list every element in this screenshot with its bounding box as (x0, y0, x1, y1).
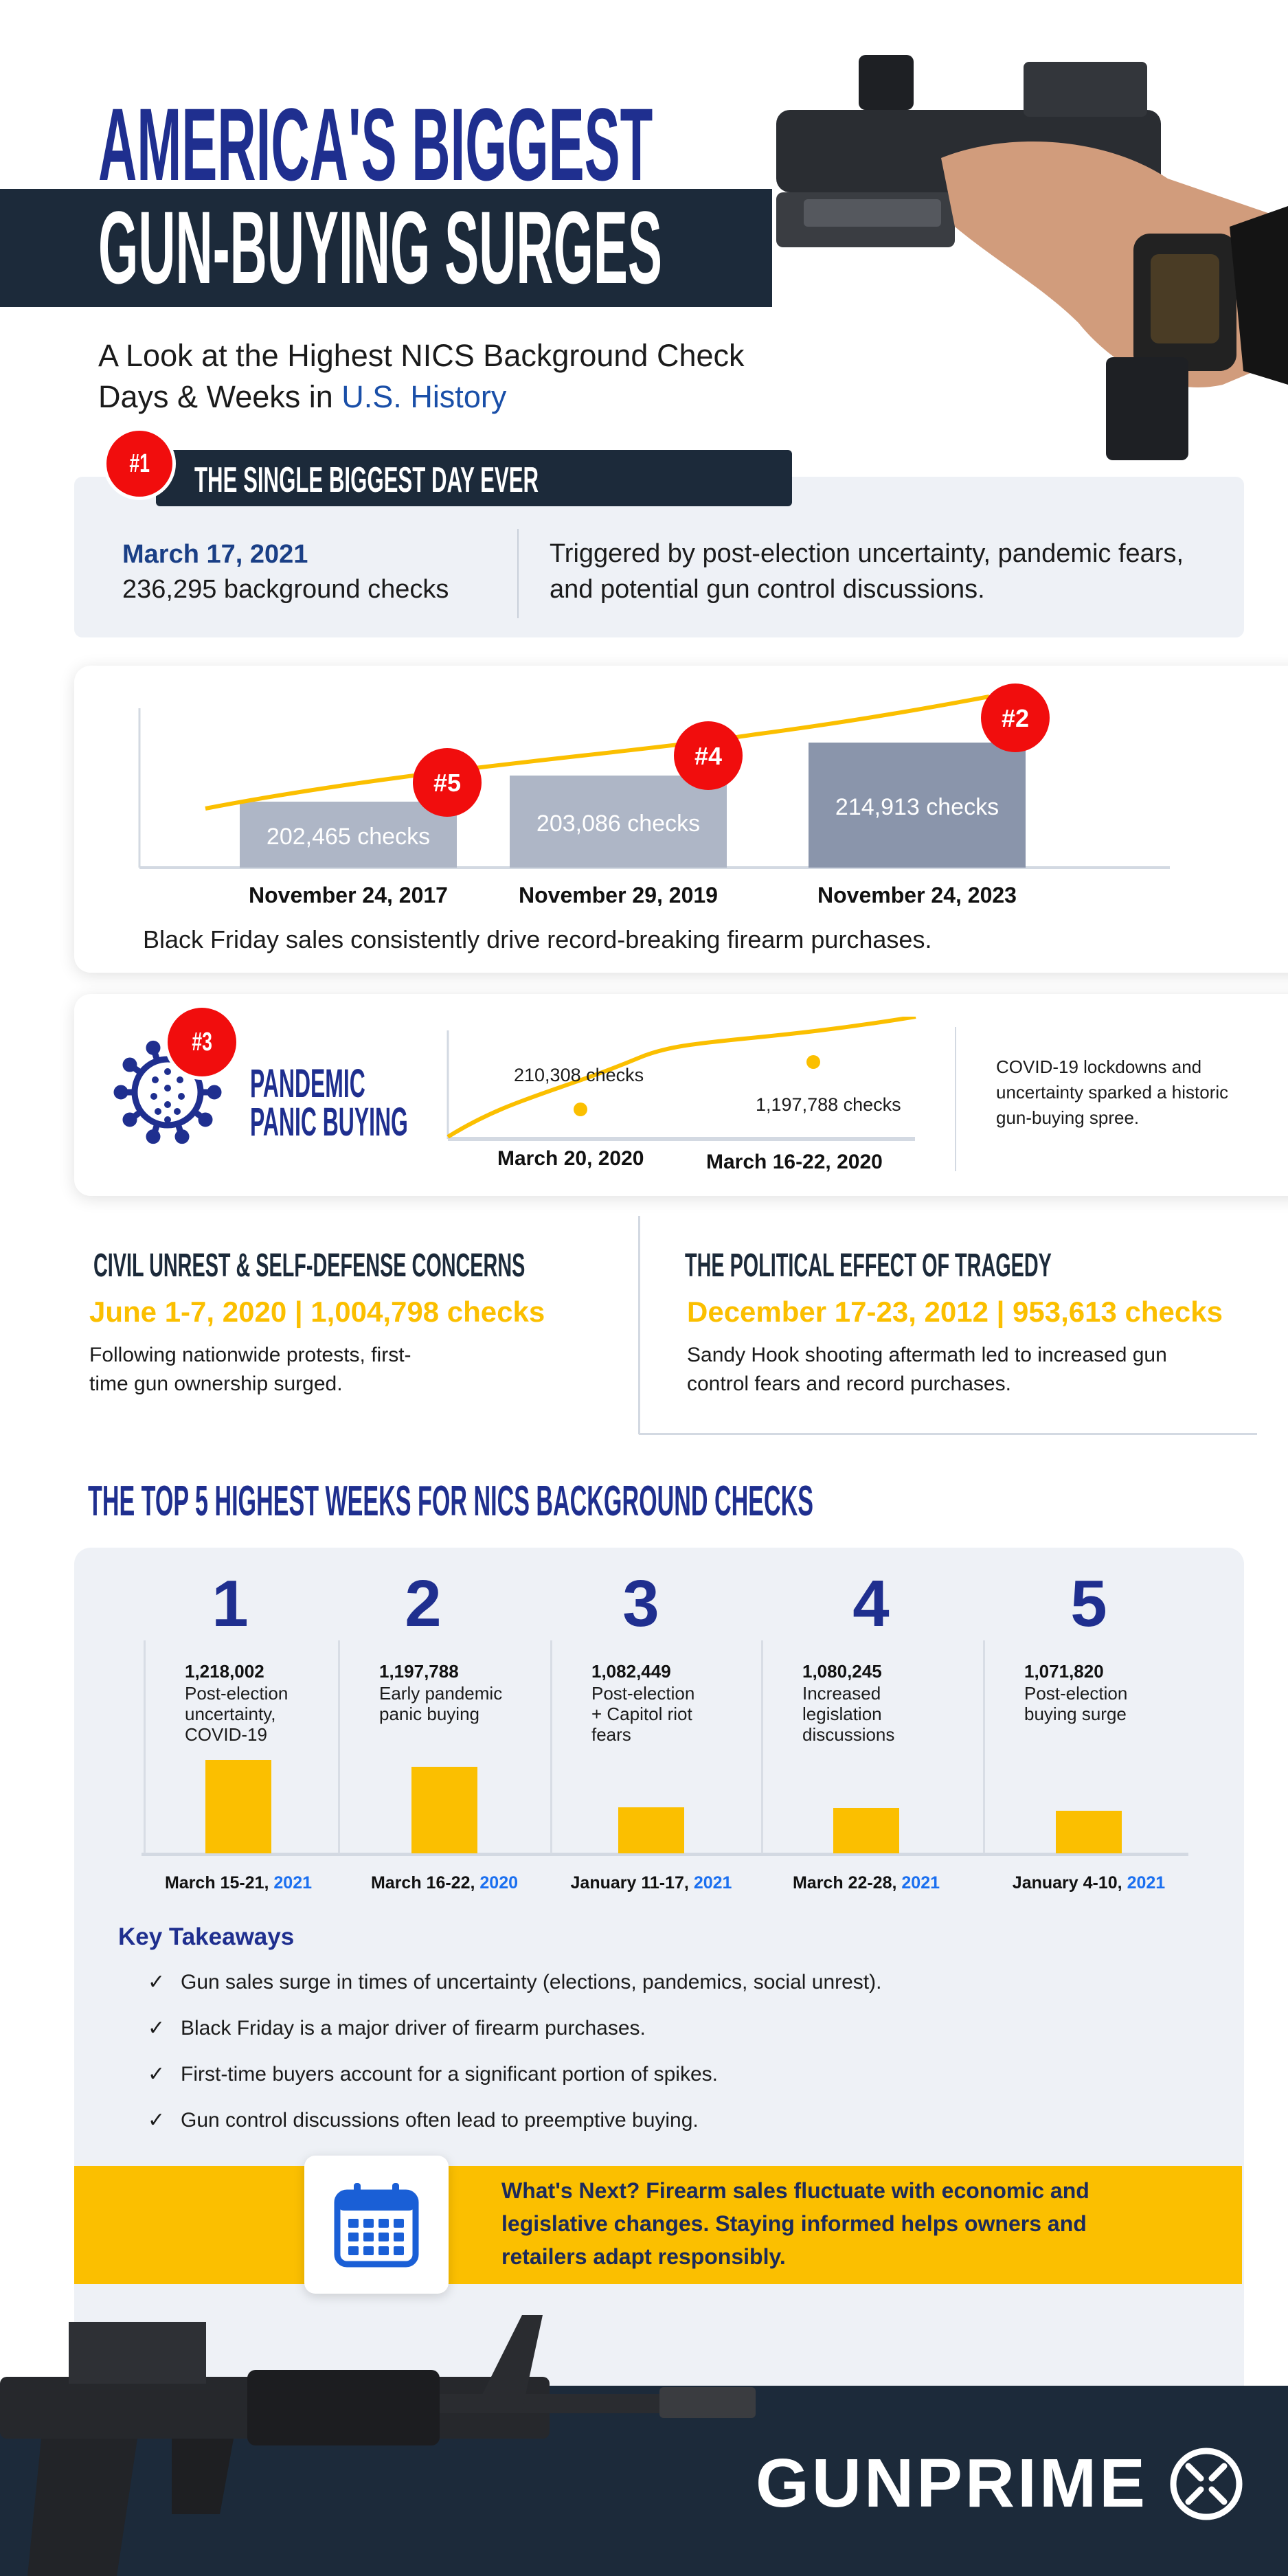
biggest-day-date: March 17, 2021 (122, 540, 308, 569)
subtitle: A Look at the Highest NICS Background Ch… (98, 335, 745, 418)
pandemic-point1-label: 210,308 checks (514, 1065, 644, 1085)
tragedy-heading: THE POLITICAL EFFECT OF TRAGEDY (685, 1247, 1052, 1284)
biggest-day-description: Triggered by post-election uncertainty, … (550, 539, 1184, 604)
takeaway-item: ✓ Gun control discussions often lead to p… (148, 2109, 699, 2132)
pandemic-card (74, 994, 1288, 1196)
bf-rank-badge (413, 748, 482, 817)
black-friday-chart: 202,465 checks November 24, 2017 203,086 c… (138, 683, 1170, 907)
bf-bar-label: 203,086 checks (536, 811, 700, 837)
pandemic-description: COVID-19 lockdowns and uncertainty spark… (996, 1057, 1229, 1128)
title-text-2: GUN-BUYING SURGES (98, 190, 662, 305)
title-band (0, 189, 772, 307)
takeaway-item: ✓ Black Friday is a major driver of firea… (148, 2017, 646, 2040)
takeaway-item: ✓ Gun sales surge in times of uncertainty… (148, 1971, 882, 1993)
subtitle-highlight: U.S. History (341, 379, 507, 414)
title-line-2: GUN-BUYING SURGES (98, 196, 1226, 299)
takeaways-heading: Key Takeaways (118, 1923, 295, 1950)
bf-rank-label: #4 (694, 742, 722, 770)
rifle-image (0, 2315, 756, 2576)
civil-unrest-stat: June 1-7, 2020 | 1,004,798 checks (89, 1296, 545, 1328)
biggest-day-heading: THE SINGLE BIGGEST DAY EVER (194, 460, 539, 500)
divider (639, 1433, 1257, 1435)
checkmark-icon: ✓ (148, 2063, 166, 2086)
takeaway-item: ✓ First-time buyers account for a signifi… (148, 2063, 718, 2086)
bf-date-label: November 24, 2017 (249, 883, 448, 907)
calendar-icon-box (304, 2156, 449, 2294)
bf-date-label: November 29, 2019 (519, 883, 718, 907)
biggest-day-stats: March 17, 2021 236,295 background checks (122, 537, 449, 607)
pandemic-date-2: March 16-22, 2020 (706, 1151, 883, 1173)
pandemic-date-1: March 20, 2020 (497, 1147, 644, 1170)
pandemic-point-1 (574, 1103, 587, 1116)
pandemic-title-1: PANDEMIC (250, 1061, 365, 1106)
divider (517, 529, 519, 618)
takeaways-list: ✓ Gun sales surge in times of uncertainty… (148, 1970, 881, 2154)
title-line-1: AMERICA'S BIGGEST (98, 93, 1164, 196)
pandemic-line-chart (447, 1017, 916, 1141)
divider (955, 1027, 956, 1171)
civil-unrest-description: Following nationwide protests, first-tim… (89, 1344, 411, 1395)
subtitle-line-2: Days & Weeks in (98, 379, 342, 414)
bf-date-label: November 24, 2023 (817, 883, 1017, 907)
tragedy-description: Sandy Hook shooting aftermath led to inc… (687, 1344, 1167, 1395)
bf-bar-label: 202,465 checks (267, 824, 430, 850)
checkmark-icon: ✓ (148, 2017, 166, 2040)
black-friday-caption: Black Friday sales consistently drive re… (143, 925, 932, 953)
biggest-day-checks: 236,295 background checks (122, 575, 449, 604)
title-text-1: AMERICA'S BIGGEST (98, 87, 653, 202)
brand-logo-text: GUNPRIME (756, 2445, 1148, 2522)
calendar-icon (334, 2182, 419, 2267)
pandemic-point2-label: 1,197,788 checks (756, 1094, 901, 1115)
virus-icon (113, 1040, 222, 1144)
rank-badge-3: #3 (168, 1008, 236, 1076)
subtitle-line-1: A Look at the Highest NICS Background Ch… (98, 338, 745, 373)
checkmark-icon: ✓ (148, 1971, 166, 1993)
pandemic-point-2 (806, 1055, 820, 1069)
checkmark-icon: ✓ (148, 2109, 166, 2132)
divider (638, 1216, 640, 1434)
pistol-hand-image (776, 55, 1288, 460)
pandemic-title: PANDEMIC PANIC BUYING (250, 1061, 537, 1144)
pandemic-title-2: PANIC BUYING (250, 1100, 408, 1144)
pandemic-trend-line (447, 1017, 916, 1139)
whats-next-text: What's Next? Firearm sales fluctuate wit… (501, 2178, 1089, 2269)
civil-unrest-heading: CIVIL UNREST & SELF-DEFENSE CONCERNS (93, 1247, 526, 1284)
bf-rank-badge (674, 721, 743, 790)
bf-bar (510, 776, 727, 868)
whats-next-banner (74, 2166, 1242, 2284)
rank-badge-1: #1 (106, 431, 172, 497)
bf-rank-label: #2 (1002, 704, 1029, 732)
crosshair-logo-icon (1170, 2448, 1243, 2520)
biggest-day-heading-bar: THE SINGLE BIGGEST DAY EVER (156, 450, 792, 506)
bf-bar (240, 802, 457, 868)
top5-heading: THE TOP 5 HIGHEST WEEKS FOR NICS BACKGRO… (88, 1478, 813, 1525)
tragedy-stat: December 17-23, 2012 | 953,613 checks (687, 1296, 1223, 1328)
bf-bar-label: 214,913 checks (835, 794, 999, 820)
bf-bar (809, 743, 1026, 868)
bf-rank-badge (981, 683, 1050, 752)
bf-rank-label: #5 (433, 769, 461, 797)
